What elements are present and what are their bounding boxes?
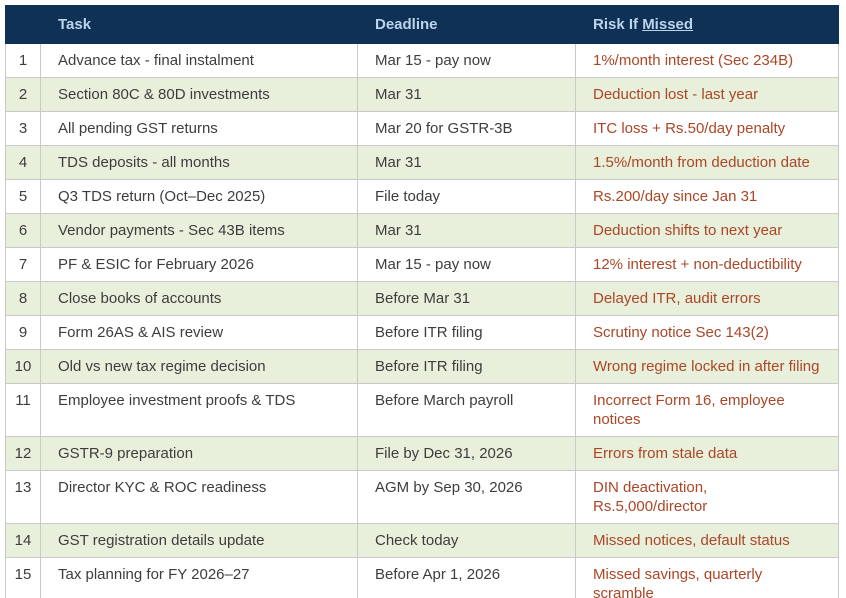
row-number-cell: 6	[5, 213, 41, 248]
deadline-cell: Mar 31	[357, 77, 576, 112]
tax-deadlines-table: Task Deadline Risk If Missed 1 Advance t…	[5, 5, 839, 598]
table-row: 9 Form 26AS & AIS review Before ITR fili…	[5, 315, 839, 350]
task-cell: Employee investment proofs & TDS	[40, 383, 358, 437]
task-cell: TDS deposits - all months	[40, 145, 358, 180]
table-row: 8 Close books of accounts Before Mar 31 …	[5, 281, 839, 316]
risk-cell: Wrong regime locked in after filing	[575, 349, 839, 384]
task-cell: Old vs new tax regime decision	[40, 349, 358, 384]
risk-cell: Rs.200/day since Jan 31	[575, 179, 839, 214]
header-cell-deadline: Deadline	[357, 5, 576, 44]
deadline-cell: Mar 31	[357, 145, 576, 180]
header-risk-missed-underlined: Missed	[642, 16, 694, 33]
table-row: 2 Section 80C & 80D investments Mar 31 D…	[5, 77, 839, 112]
deadline-cell: Mar 15 - pay now	[357, 43, 576, 78]
table-row: 15 Tax planning for FY 2026–27 Before Ap…	[5, 557, 839, 598]
row-number-cell: 15	[5, 557, 41, 598]
row-number-cell: 4	[5, 145, 41, 180]
row-number-cell: 13	[5, 470, 41, 524]
table-row: 10 Old vs new tax regime decision Before…	[5, 349, 839, 384]
table-row: 5 Q3 TDS return (Oct–Dec 2025) File toda…	[5, 179, 839, 214]
risk-cell: Missed savings, quarterly scramble	[575, 557, 839, 598]
header-cell-number	[5, 5, 41, 44]
table-row: 4 TDS deposits - all months Mar 31 1.5%/…	[5, 145, 839, 180]
risk-cell: Incorrect Form 16, employee notices	[575, 383, 839, 437]
deadline-cell: Check today	[357, 523, 576, 558]
risk-cell: 1.5%/month from deduction date	[575, 145, 839, 180]
deadline-cell: File today	[357, 179, 576, 214]
row-number-cell: 7	[5, 247, 41, 282]
row-number-cell: 5	[5, 179, 41, 214]
row-number-cell: 2	[5, 77, 41, 112]
row-number-cell: 9	[5, 315, 41, 350]
task-cell: All pending GST returns	[40, 111, 358, 146]
deadline-cell: Mar 20 for GSTR-3B	[357, 111, 576, 146]
table-row: 6 Vendor payments - Sec 43B items Mar 31…	[5, 213, 839, 248]
deadline-cell: AGM by Sep 30, 2026	[357, 470, 576, 524]
deadline-cell: Before March payroll	[357, 383, 576, 437]
risk-cell: Deduction lost - last year	[575, 77, 839, 112]
risk-cell: Deduction shifts to next year	[575, 213, 839, 248]
task-cell: GST registration details update	[40, 523, 358, 558]
header-row: Task Deadline Risk If Missed	[5, 5, 839, 44]
row-number-cell: 1	[5, 43, 41, 78]
risk-cell: DIN deactivation, Rs.5,000/director	[575, 470, 839, 524]
risk-cell: Delayed ITR, audit errors	[575, 281, 839, 316]
table-row: 13 Director KYC & ROC readiness AGM by S…	[5, 470, 839, 524]
task-cell: GSTR-9 preparation	[40, 436, 358, 471]
risk-cell: Errors from stale data	[575, 436, 839, 471]
deadline-cell: Mar 15 - pay now	[357, 247, 576, 282]
risk-cell: Scrutiny notice Sec 143(2)	[575, 315, 839, 350]
task-cell: Advance tax - final instalment	[40, 43, 358, 78]
deadline-cell: Before Mar 31	[357, 281, 576, 316]
table-row: 14 GST registration details update Check…	[5, 523, 839, 558]
header-cell-risk: Risk If Missed	[575, 5, 839, 44]
task-cell: Close books of accounts	[40, 281, 358, 316]
deadline-cell: Before ITR filing	[357, 315, 576, 350]
row-number-cell: 12	[5, 436, 41, 471]
row-number-cell: 10	[5, 349, 41, 384]
task-cell: PF & ESIC for February 2026	[40, 247, 358, 282]
row-number-cell: 3	[5, 111, 41, 146]
table-row: 11 Employee investment proofs & TDS Befo…	[5, 383, 839, 437]
risk-cell: ITC loss + Rs.50/day penalty	[575, 111, 839, 146]
deadline-cell: Before Apr 1, 2026	[357, 557, 576, 598]
row-number-cell: 11	[5, 383, 41, 437]
deadline-cell: Mar 31	[357, 213, 576, 248]
row-number-cell: 14	[5, 523, 41, 558]
table-row: 1 Advance tax - final instalment Mar 15 …	[5, 43, 839, 78]
task-cell: Q3 TDS return (Oct–Dec 2025)	[40, 179, 358, 214]
risk-cell: 12% interest + non-deductibility	[575, 247, 839, 282]
table-row: 7 PF & ESIC for February 2026 Mar 15 - p…	[5, 247, 839, 282]
task-cell: Form 26AS & AIS review	[40, 315, 358, 350]
row-number-cell: 8	[5, 281, 41, 316]
risk-cell: Missed notices, default status	[575, 523, 839, 558]
header-risk-prefix: Risk If	[593, 16, 643, 33]
table-row: 3 All pending GST returns Mar 20 for GST…	[5, 111, 839, 146]
header-cell-task: Task	[40, 5, 358, 44]
task-cell: Vendor payments - Sec 43B items	[40, 213, 358, 248]
table-header: Task Deadline Risk If Missed	[5, 5, 839, 44]
table-row: 12 GSTR-9 preparation File by Dec 31, 20…	[5, 436, 839, 471]
deadline-cell: Before ITR filing	[357, 349, 576, 384]
task-cell: Director KYC & ROC readiness	[40, 470, 358, 524]
task-cell: Section 80C & 80D investments	[40, 77, 358, 112]
task-cell: Tax planning for FY 2026–27	[40, 557, 358, 598]
table-body: 1 Advance tax - final instalment Mar 15 …	[5, 43, 839, 598]
risk-cell: 1%/month interest (Sec 234B)	[575, 43, 839, 78]
deadline-cell: File by Dec 31, 2026	[357, 436, 576, 471]
